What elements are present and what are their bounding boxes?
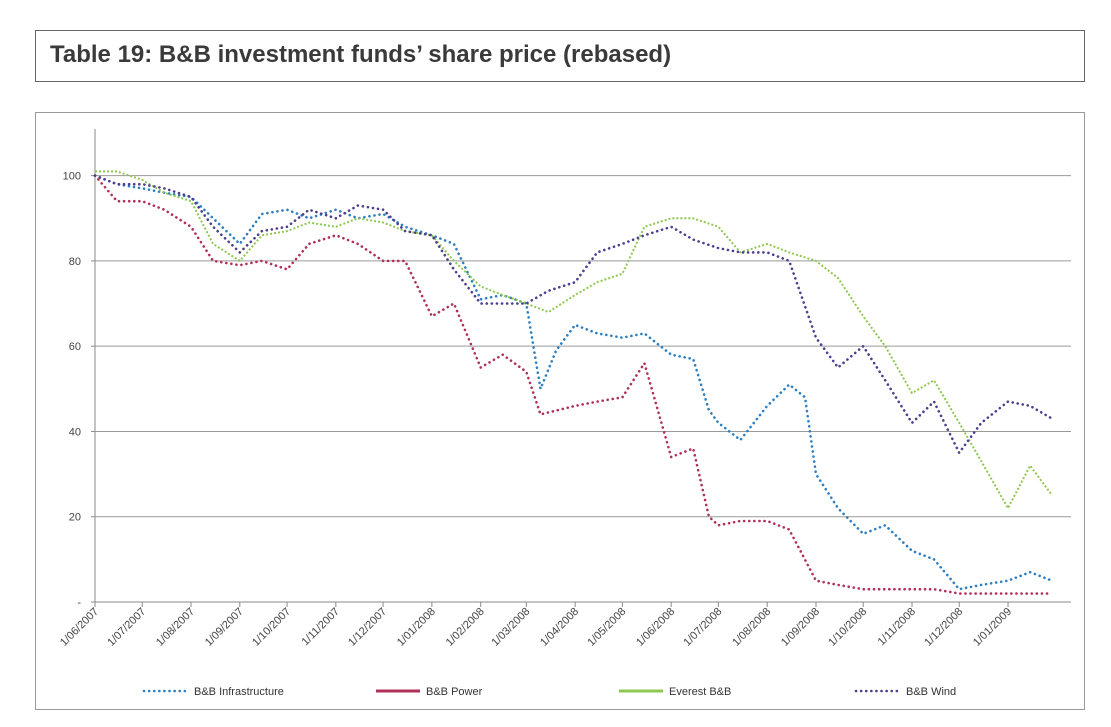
x-tick-label: 1/12/2007 [346,606,389,649]
x-tick-label: 1/03/2008 [489,606,532,649]
series-line-4 [93,174,1054,455]
x-tick-label: 1/08/2007 [154,606,197,649]
x-tick-label: 1/09/2008 [779,606,822,649]
x-tick-label: 1/12/2008 [922,606,965,649]
legend-label-2: B&B Power [426,686,483,698]
x-tick-label: 1/04/2008 [538,606,581,649]
legend-label-4: B&B Wind [906,686,956,698]
x-tick-label: 1/06/2007 [58,606,101,649]
x-tick-label: 1/09/2007 [203,606,246,649]
title-box: Table 19: B&B investment funds’ share pr… [35,30,1085,82]
x-tick-label: 1/07/2008 [681,606,724,649]
series-line-3 [95,170,1053,510]
series-line-2 [93,174,1054,595]
x-tick-label: 1/11/2007 [299,606,342,649]
x-tick-label: 1/02/2008 [444,606,487,649]
x-tick-label: 1/05/2008 [585,606,628,649]
x-tick-label: 1/08/2008 [730,606,773,649]
chart-title: Table 19: B&B investment funds’ share pr… [50,41,672,68]
x-tick-label: 1/06/2008 [634,606,677,649]
y-tick-label: - [77,597,81,609]
x-tick-label: 1/01/2008 [395,606,438,649]
series-line-1 [93,174,1054,591]
x-tick-label: 1/10/2007 [250,606,293,649]
x-tick-label: 1/10/2008 [826,606,869,649]
x-tick-label: 1/07/2007 [105,606,148,649]
x-tick-label: 1/11/2008 [876,606,919,649]
y-tick-label: 60 [69,341,81,353]
y-tick-label: 100 [63,171,81,183]
y-tick-label: 20 [69,512,81,524]
chart-frame: -20 40 60 80 100 1/06/2007 1/07/2007 1/08/2007 1… [35,112,1085,710]
y-tick-label: 80 [69,256,81,268]
legend-label-3: Everest B&B [669,686,731,698]
y-tick-label: 40 [69,426,81,438]
x-tick-label: 1/01/2009 [971,606,1014,649]
legend-label-1: B&B Infrastructure [194,686,284,698]
